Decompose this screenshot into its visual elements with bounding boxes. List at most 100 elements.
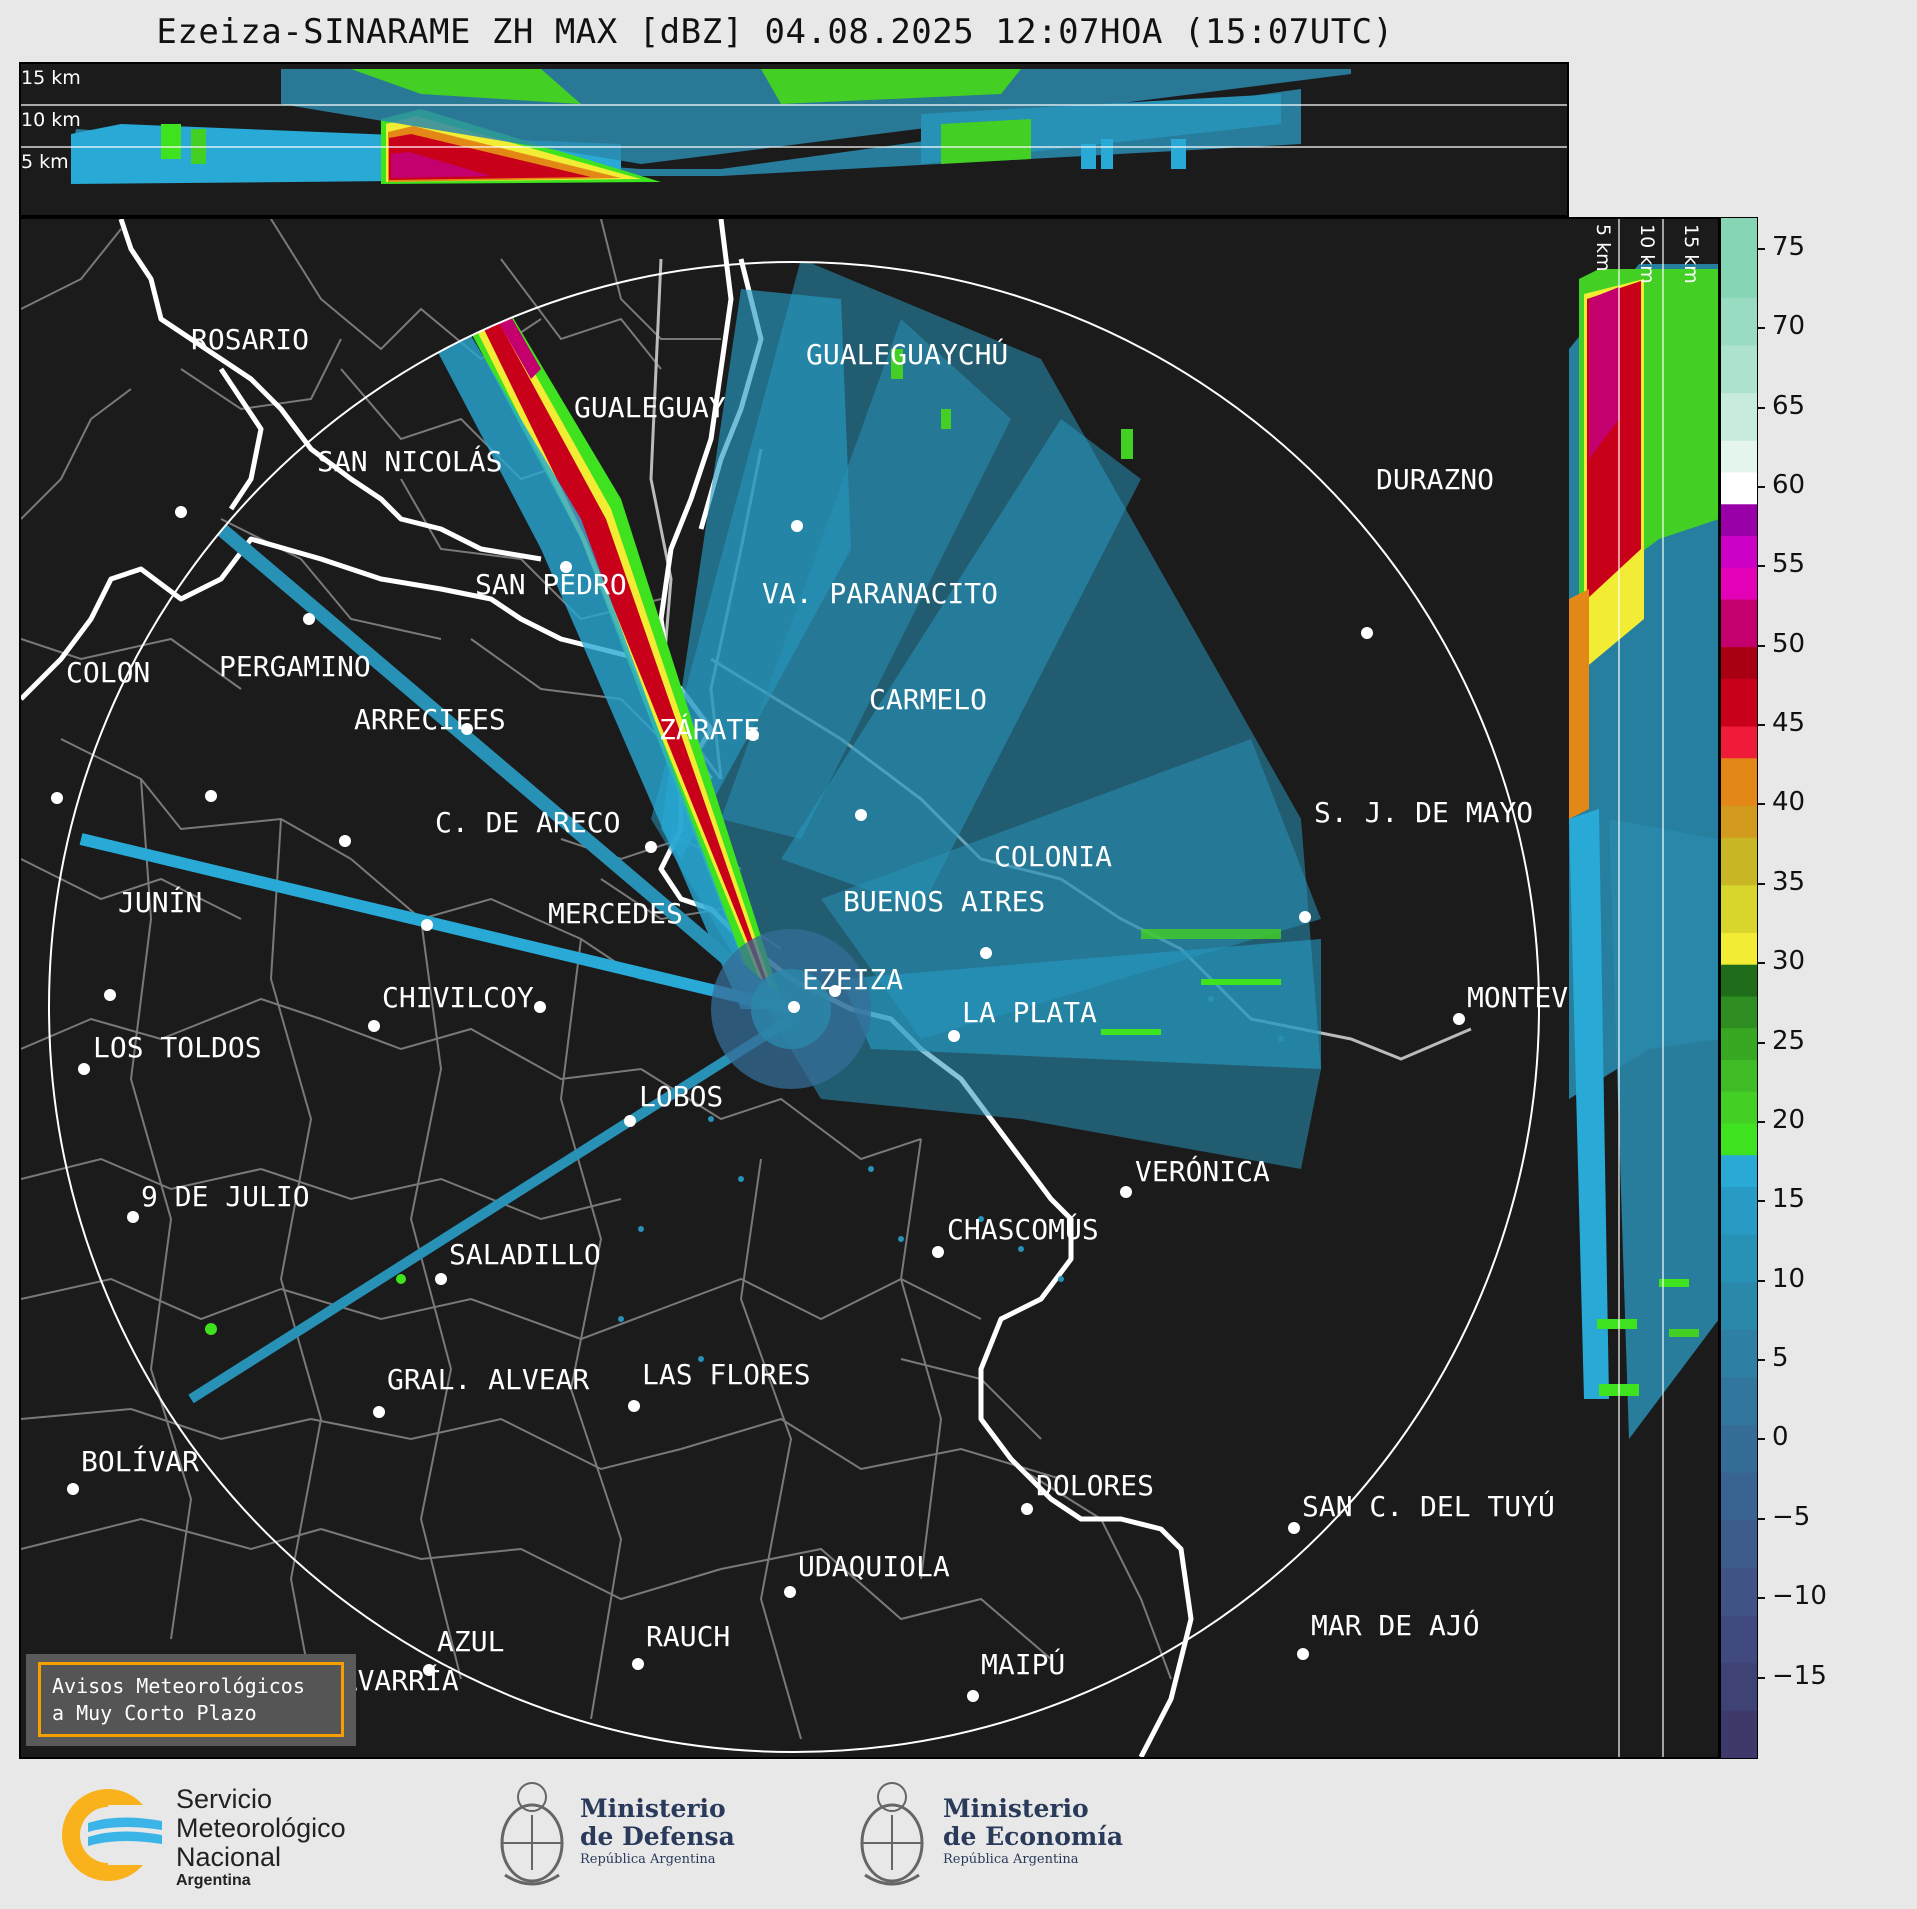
smn-line-1: Servicio bbox=[176, 1784, 273, 1814]
colorbar-tick-label: 5 bbox=[1757, 1343, 1789, 1373]
city-label: JUNÍN bbox=[118, 885, 202, 919]
marker-san-nicolas[interactable] bbox=[303, 613, 315, 625]
city-label: ARRECIFES bbox=[354, 703, 506, 736]
marker-arrecifes[interactable] bbox=[339, 835, 351, 847]
radar-map[interactable]: ROSARIO GUALEGUAYCHÚ GUALEGUAY SAN NICOL… bbox=[19, 217, 1571, 1759]
city-label: 9 DE JULIO bbox=[141, 1180, 310, 1213]
city-label: LAS FLORES bbox=[642, 1358, 811, 1391]
defensa-line-3: República Argentina bbox=[580, 1852, 716, 1867]
marker-chivilcoy[interactable] bbox=[368, 1020, 380, 1032]
marker-veronica[interactable] bbox=[1120, 1186, 1132, 1198]
city-label: BUENOS AIRES bbox=[843, 885, 1045, 918]
marker-s-j-de-mayo[interactable] bbox=[1299, 911, 1311, 923]
colorbar-segment bbox=[1721, 1186, 1757, 1235]
top-height-label-15: 15 km bbox=[21, 67, 81, 89]
city-label: SAN C. DEL TUYÚ bbox=[1302, 1489, 1555, 1523]
notice-box[interactable]: Avisos Meteorológicos a Muy Corto Plazo bbox=[38, 1662, 344, 1737]
smn-line-2: Meteorológico bbox=[176, 1813, 346, 1843]
marker-junin[interactable] bbox=[104, 989, 116, 1001]
marker-chascomus[interactable] bbox=[932, 1246, 944, 1258]
city-label: SAN PEDRO bbox=[475, 568, 627, 601]
smn-emblem-icon bbox=[62, 1789, 162, 1881]
city-label: MAR DE AJÓ bbox=[1311, 1608, 1480, 1642]
marker-saladillo[interactable] bbox=[435, 1273, 447, 1285]
colorbar-segment bbox=[1721, 472, 1757, 505]
top-height-label-10: 10 km bbox=[21, 109, 81, 131]
colorbar-segment bbox=[1721, 1281, 1757, 1330]
marker-durazno[interactable] bbox=[1361, 627, 1373, 639]
colorbar-tick-label: 20 bbox=[1756, 1105, 1805, 1135]
colorbar-tick-label: −10 bbox=[1757, 1581, 1827, 1611]
colorbar-segment bbox=[1721, 440, 1757, 473]
colorbar-tick-label: 60 bbox=[1756, 470, 1805, 500]
colorbar-segment bbox=[1721, 503, 1757, 537]
colorbar-segment bbox=[1721, 995, 1757, 1029]
colorbar-tick-label: 75 bbox=[1756, 232, 1805, 262]
colorbar-segment bbox=[1721, 884, 1757, 933]
smn-logo: Servicio Meteorológico Nacional Argentin… bbox=[58, 1784, 398, 1889]
marker-la-plata[interactable] bbox=[948, 1030, 960, 1042]
city-label: ROSARIO bbox=[191, 323, 309, 356]
colorbar-segment bbox=[1721, 1567, 1757, 1616]
city-label: DURAZNO bbox=[1376, 463, 1494, 496]
marker-c-de-areco[interactable] bbox=[421, 919, 433, 931]
marker-udaquiola[interactable] bbox=[784, 1586, 796, 1598]
colorbar-tick-label: 10 bbox=[1756, 1264, 1805, 1294]
top-height-label-5: 5 km bbox=[21, 151, 69, 173]
marker-maipu[interactable] bbox=[967, 1690, 979, 1702]
marker-mercedes[interactable] bbox=[534, 1001, 546, 1013]
colorbar-segment bbox=[1721, 757, 1757, 806]
colorbar-tick-label: 70 bbox=[1756, 311, 1805, 341]
city-label: PERGAMINO bbox=[219, 650, 371, 683]
colorbar-tick-label: 45 bbox=[1756, 708, 1805, 738]
marker-gualeguaychu[interactable] bbox=[791, 520, 803, 532]
colorbar-segment bbox=[1721, 837, 1757, 886]
marker-colon[interactable] bbox=[51, 792, 63, 804]
colorbar-segment bbox=[1721, 1059, 1757, 1092]
city-label: MERCEDES bbox=[548, 897, 683, 930]
colorbar-segment bbox=[1721, 1234, 1757, 1283]
marker-mar-de-ajo[interactable] bbox=[1297, 1648, 1309, 1660]
defensa-line-1: Ministerio bbox=[580, 1794, 726, 1823]
city-label: GUALEGUAY bbox=[574, 391, 726, 424]
marker-9-de-julio[interactable] bbox=[127, 1211, 139, 1223]
marker-carmelo[interactable] bbox=[855, 809, 867, 821]
marker-ezeiza[interactable] bbox=[788, 1001, 800, 1013]
marker-gral-alvear[interactable] bbox=[373, 1406, 385, 1418]
colorbar-segment bbox=[1721, 964, 1757, 997]
marker-colonia[interactable] bbox=[980, 947, 992, 959]
marker-zarate[interactable] bbox=[645, 841, 657, 853]
side-height-label-5: 5 km bbox=[1592, 224, 1614, 272]
city-label: GUALEGUAYCHÚ bbox=[806, 337, 1008, 371]
smn-line-3: Nacional bbox=[176, 1842, 282, 1872]
colorbar-segment bbox=[1721, 1472, 1757, 1521]
marker-va-paranacito[interactable] bbox=[747, 729, 759, 741]
colorbar-segment bbox=[1721, 218, 1757, 298]
colorbar-segment bbox=[1721, 805, 1757, 838]
marker-pergamino[interactable] bbox=[205, 790, 217, 802]
marker-buenos-aires[interactable] bbox=[829, 985, 841, 997]
marker-las-flores[interactable] bbox=[628, 1400, 640, 1412]
colorbar-gradient bbox=[1721, 218, 1757, 1758]
marker-rosario[interactable] bbox=[175, 506, 187, 518]
marker-azul[interactable] bbox=[423, 1664, 435, 1676]
top-cross-section-plot: 15 km 10 km 5 km bbox=[21, 67, 1567, 184]
marker-san-c-del-tuyu[interactable] bbox=[1288, 1522, 1300, 1534]
marker-montevideo[interactable] bbox=[1453, 1013, 1465, 1025]
colorbar-segment bbox=[1721, 1122, 1757, 1156]
city-label: SAN NICOLÁS bbox=[317, 444, 502, 478]
city-label: CHIVILCOY bbox=[382, 981, 534, 1014]
city-label: DOLORES bbox=[1036, 1469, 1154, 1502]
marker-bolivar[interactable] bbox=[67, 1483, 79, 1495]
marker-rauch[interactable] bbox=[632, 1658, 644, 1670]
colorbar-segment bbox=[1721, 1424, 1757, 1473]
colorbar-tick-label: 35 bbox=[1756, 867, 1805, 897]
marker-lobos[interactable] bbox=[624, 1115, 636, 1127]
marker-gualeguay[interactable] bbox=[560, 561, 572, 573]
colorbar-segment bbox=[1721, 1662, 1757, 1711]
marker-san-pedro[interactable] bbox=[461, 723, 473, 735]
marker-los-toldos[interactable] bbox=[78, 1063, 90, 1075]
smn-line-4: Argentina bbox=[176, 1872, 251, 1889]
marker-dolores[interactable] bbox=[1021, 1503, 1033, 1515]
colorbar-tick-label: −15 bbox=[1757, 1661, 1827, 1691]
